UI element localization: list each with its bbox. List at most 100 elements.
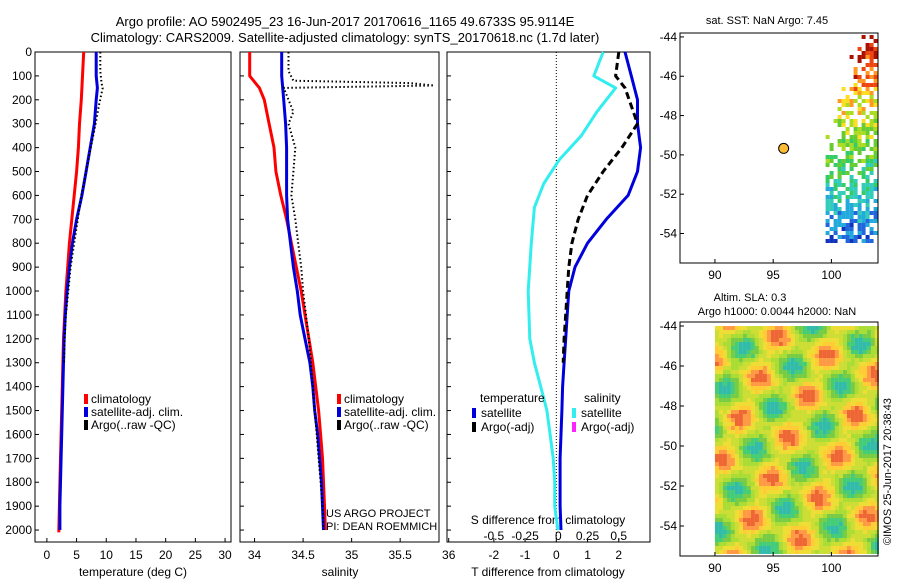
sla-cell (838, 366, 843, 370)
sla-cell (762, 506, 767, 510)
sla-cell (782, 442, 787, 446)
sla-cell (758, 522, 763, 526)
sla-cell (838, 350, 843, 354)
sla-cell (734, 406, 739, 410)
sla-cell (874, 474, 879, 478)
sla-cell (790, 378, 795, 382)
sla-cell (870, 546, 875, 550)
depth-tick-label: 1700 (5, 451, 32, 465)
sla-cell (838, 486, 843, 490)
sla-cell (826, 370, 831, 374)
sla-cell (846, 454, 851, 458)
sst-cell (869, 191, 874, 195)
sla-cell (850, 370, 855, 374)
sla-cell (722, 390, 727, 394)
sla-cell (738, 378, 743, 382)
sla-cell (814, 382, 819, 386)
sla-cell (870, 538, 875, 542)
sla-cell (862, 514, 867, 518)
sla-cell (802, 474, 807, 478)
sla-cell (754, 458, 759, 462)
sla-cell (866, 490, 871, 494)
sla-cell (862, 434, 867, 438)
sst-cell (829, 191, 834, 195)
sla-cell (758, 514, 763, 518)
sla-cell (754, 442, 759, 446)
sla-cell (874, 334, 879, 338)
sla-cell (806, 334, 811, 338)
sla-cell (786, 358, 791, 362)
sla-cell (734, 446, 739, 450)
sla-cell (830, 406, 835, 410)
sst-cell (837, 159, 842, 163)
sla-cell (742, 334, 747, 338)
sla-cell (866, 450, 871, 454)
sla-cell (714, 366, 719, 370)
sla-cell (866, 414, 871, 418)
sla-cell (774, 326, 779, 330)
sst-cell (865, 75, 870, 79)
sst-cell (845, 155, 850, 159)
sla-cell (774, 354, 779, 358)
sla-cell (766, 346, 771, 350)
sla-cell (770, 510, 775, 514)
sla-cell (762, 382, 767, 386)
sla-cell (822, 342, 827, 346)
sla-cell (822, 390, 827, 394)
sst-cell (861, 131, 866, 135)
sla-cell (714, 390, 719, 394)
sla-cell (810, 542, 815, 546)
sla-cell (734, 458, 739, 462)
sla-cell (806, 358, 811, 362)
sla-cell (822, 426, 827, 430)
sla-cell (822, 394, 827, 398)
sla-cell (746, 502, 751, 506)
sst-cell (857, 203, 862, 207)
sla-cell (846, 526, 851, 530)
sla-cell (798, 542, 803, 546)
sla-cell (870, 330, 875, 334)
sla-cell (730, 434, 735, 438)
sst-cell (829, 143, 834, 147)
sla-cell (870, 530, 875, 534)
sst-cell (837, 139, 842, 143)
sla-cell (742, 430, 747, 434)
sla-cell (786, 546, 791, 550)
sla-cell (854, 434, 859, 438)
sla-cell (834, 486, 839, 490)
sla-cell (862, 394, 867, 398)
sst-cell (861, 35, 866, 39)
sla-cell (802, 522, 807, 526)
sla-cell (862, 438, 867, 442)
sla-cell (794, 334, 799, 338)
difference-xtick-label: -2 (489, 548, 500, 562)
sla-cell (754, 446, 759, 450)
sla-cell (778, 458, 783, 462)
sla-cell (822, 438, 827, 442)
salinity-xtick-label: 35.5 (388, 548, 412, 562)
sla-cell (714, 506, 719, 510)
sla-cell (794, 526, 799, 530)
sla-cell (726, 510, 731, 514)
sst-cell (857, 151, 862, 155)
sla-cell (750, 454, 755, 458)
sla-cell (838, 482, 843, 486)
sla-cell (766, 474, 771, 478)
sst-cell (857, 199, 862, 203)
sla-cell (822, 474, 827, 478)
sst-cell (841, 167, 846, 171)
sla-cell (778, 546, 783, 550)
sst-map-ytick-label: -44 (660, 30, 678, 44)
sla-cell (782, 342, 787, 346)
sla-cell (726, 382, 731, 386)
sla-cell (870, 342, 875, 346)
sla-cell (866, 422, 871, 426)
sla-cell (806, 530, 811, 534)
sla-cell (782, 358, 787, 362)
sla-cell (794, 342, 799, 346)
sst-cell (837, 199, 842, 203)
sst-cell (857, 195, 862, 199)
sla-cell (806, 402, 811, 406)
sla-cell (846, 458, 851, 462)
